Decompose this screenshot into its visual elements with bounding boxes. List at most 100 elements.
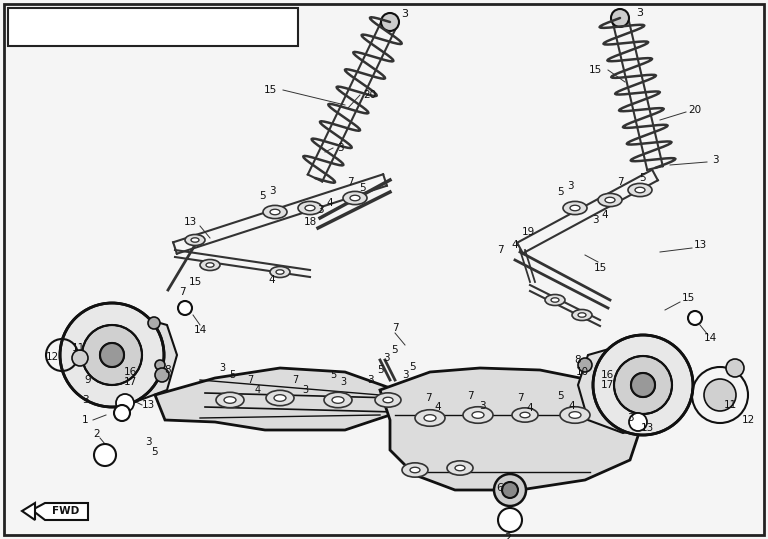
Text: 3: 3 (366, 375, 373, 385)
Ellipse shape (545, 294, 565, 306)
Circle shape (502, 482, 518, 498)
Ellipse shape (383, 397, 393, 403)
Ellipse shape (512, 408, 538, 422)
Circle shape (100, 343, 124, 367)
Circle shape (614, 356, 672, 414)
Ellipse shape (343, 191, 367, 205)
Text: 前悬架/FRONT SUSPENSION: 前悬架/FRONT SUSPENSION (40, 18, 266, 36)
Bar (8, 8, 298, 46)
Circle shape (72, 350, 88, 366)
Ellipse shape (447, 461, 473, 475)
Text: 6: 6 (496, 483, 504, 493)
Circle shape (498, 508, 522, 532)
Text: 20: 20 (688, 105, 701, 115)
Text: 3: 3 (712, 155, 718, 165)
Circle shape (178, 301, 192, 315)
Ellipse shape (598, 194, 622, 206)
Text: 9: 9 (84, 375, 91, 385)
Text: 3: 3 (81, 395, 88, 405)
Text: 5: 5 (229, 370, 235, 380)
Text: 5: 5 (152, 447, 158, 457)
Text: 7: 7 (247, 375, 253, 385)
Text: 3: 3 (637, 8, 644, 18)
Text: 3: 3 (144, 437, 151, 447)
Text: 4: 4 (326, 198, 333, 208)
Text: 3: 3 (340, 377, 346, 387)
Circle shape (82, 325, 142, 385)
Text: 4: 4 (568, 401, 575, 411)
Text: 3: 3 (336, 143, 343, 153)
Ellipse shape (402, 463, 428, 477)
Text: 7: 7 (617, 177, 624, 187)
Ellipse shape (410, 467, 420, 473)
Circle shape (155, 360, 165, 370)
Ellipse shape (185, 234, 205, 245)
Text: 7: 7 (467, 391, 473, 401)
Text: 13: 13 (641, 423, 654, 433)
Text: 3: 3 (402, 370, 409, 380)
Ellipse shape (270, 209, 280, 215)
Text: 3: 3 (478, 401, 485, 411)
Ellipse shape (569, 412, 581, 418)
Text: 5: 5 (330, 370, 336, 380)
Text: 15: 15 (681, 293, 694, 303)
Text: 13: 13 (184, 217, 197, 227)
Text: 4: 4 (511, 240, 518, 250)
Polygon shape (155, 368, 390, 430)
Text: 2: 2 (94, 429, 101, 439)
Ellipse shape (206, 263, 214, 267)
Text: 15: 15 (588, 65, 601, 75)
Text: 20: 20 (363, 90, 376, 100)
Text: 18: 18 (303, 217, 316, 227)
Circle shape (114, 405, 130, 421)
Text: 19: 19 (521, 227, 535, 237)
Text: 3: 3 (627, 413, 634, 423)
Text: 17: 17 (124, 377, 137, 387)
Text: 16: 16 (601, 370, 614, 380)
Ellipse shape (520, 412, 530, 418)
Ellipse shape (455, 465, 465, 471)
Ellipse shape (463, 407, 493, 423)
Text: 15: 15 (263, 85, 276, 95)
Text: 11: 11 (723, 400, 737, 410)
Ellipse shape (635, 187, 645, 193)
Circle shape (148, 317, 160, 329)
Circle shape (593, 335, 693, 435)
Ellipse shape (305, 205, 315, 211)
Text: 3: 3 (567, 181, 574, 191)
Circle shape (726, 359, 744, 377)
Text: 1: 1 (81, 415, 88, 425)
Text: 10: 10 (575, 367, 588, 377)
Ellipse shape (578, 313, 586, 317)
Ellipse shape (274, 395, 286, 402)
Ellipse shape (572, 309, 592, 321)
Text: 15: 15 (188, 277, 202, 287)
Text: 7: 7 (517, 393, 523, 403)
Text: 5: 5 (376, 365, 383, 375)
Text: FWD: FWD (52, 506, 80, 516)
Circle shape (631, 373, 655, 397)
Ellipse shape (191, 238, 199, 242)
Polygon shape (32, 503, 88, 520)
Ellipse shape (605, 197, 615, 203)
Text: 12: 12 (741, 415, 755, 425)
Ellipse shape (270, 266, 290, 278)
Polygon shape (578, 345, 651, 433)
Circle shape (688, 311, 702, 325)
Text: 7: 7 (346, 177, 353, 187)
Ellipse shape (298, 202, 322, 215)
Circle shape (631, 373, 655, 397)
Text: 11: 11 (71, 343, 84, 353)
Circle shape (100, 343, 124, 367)
Text: 17: 17 (601, 380, 614, 390)
Text: 14: 14 (194, 325, 207, 335)
Text: 3: 3 (591, 215, 598, 225)
Text: 8: 8 (164, 365, 171, 375)
Ellipse shape (375, 393, 401, 407)
Ellipse shape (628, 183, 652, 197)
Circle shape (60, 303, 164, 407)
Ellipse shape (570, 205, 580, 211)
Text: 3: 3 (382, 353, 389, 363)
Text: 15: 15 (594, 263, 607, 273)
Ellipse shape (324, 392, 352, 407)
